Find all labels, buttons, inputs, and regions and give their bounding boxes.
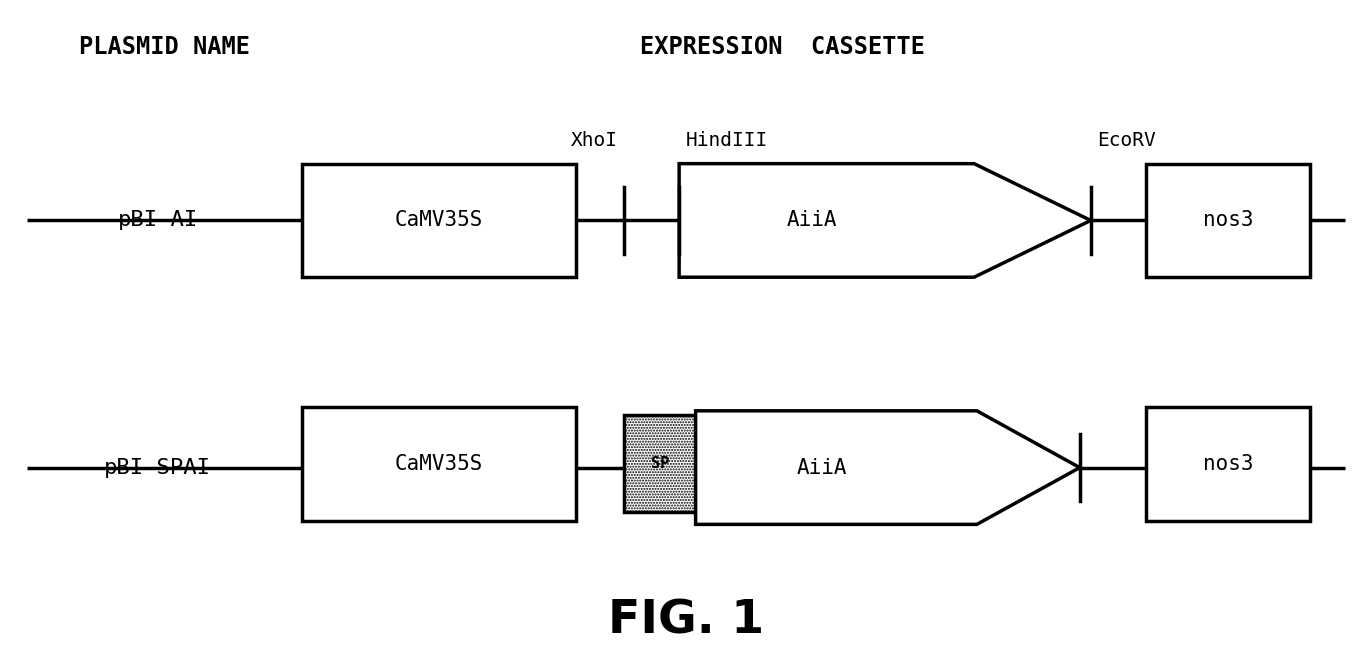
Text: pBI-AI: pBI-AI <box>118 210 198 230</box>
Text: AiiA: AiiA <box>797 458 848 478</box>
Text: HindIII: HindIII <box>686 132 768 150</box>
Polygon shape <box>679 164 1091 277</box>
Text: EXPRESSION  CASSETTE: EXPRESSION CASSETTE <box>639 35 925 59</box>
Bar <box>1146 164 1310 277</box>
Bar <box>1146 407 1310 521</box>
Text: EcoRV: EcoRV <box>1098 132 1157 150</box>
Text: pBI-SPAI: pBI-SPAI <box>104 458 211 478</box>
Text: AiiA: AiiA <box>786 210 837 230</box>
Text: nos3: nos3 <box>1203 454 1253 474</box>
Polygon shape <box>696 411 1080 524</box>
Bar <box>624 415 696 512</box>
Bar <box>302 164 576 277</box>
Text: SP: SP <box>650 456 670 472</box>
Text: CaMV35S: CaMV35S <box>395 210 483 230</box>
Bar <box>302 407 576 521</box>
Text: FIG. 1: FIG. 1 <box>608 599 764 644</box>
Text: XhoI: XhoI <box>571 132 617 150</box>
Text: nos3: nos3 <box>1203 210 1253 230</box>
Text: CaMV35S: CaMV35S <box>395 454 483 474</box>
Text: PLASMID NAME: PLASMID NAME <box>80 35 250 59</box>
